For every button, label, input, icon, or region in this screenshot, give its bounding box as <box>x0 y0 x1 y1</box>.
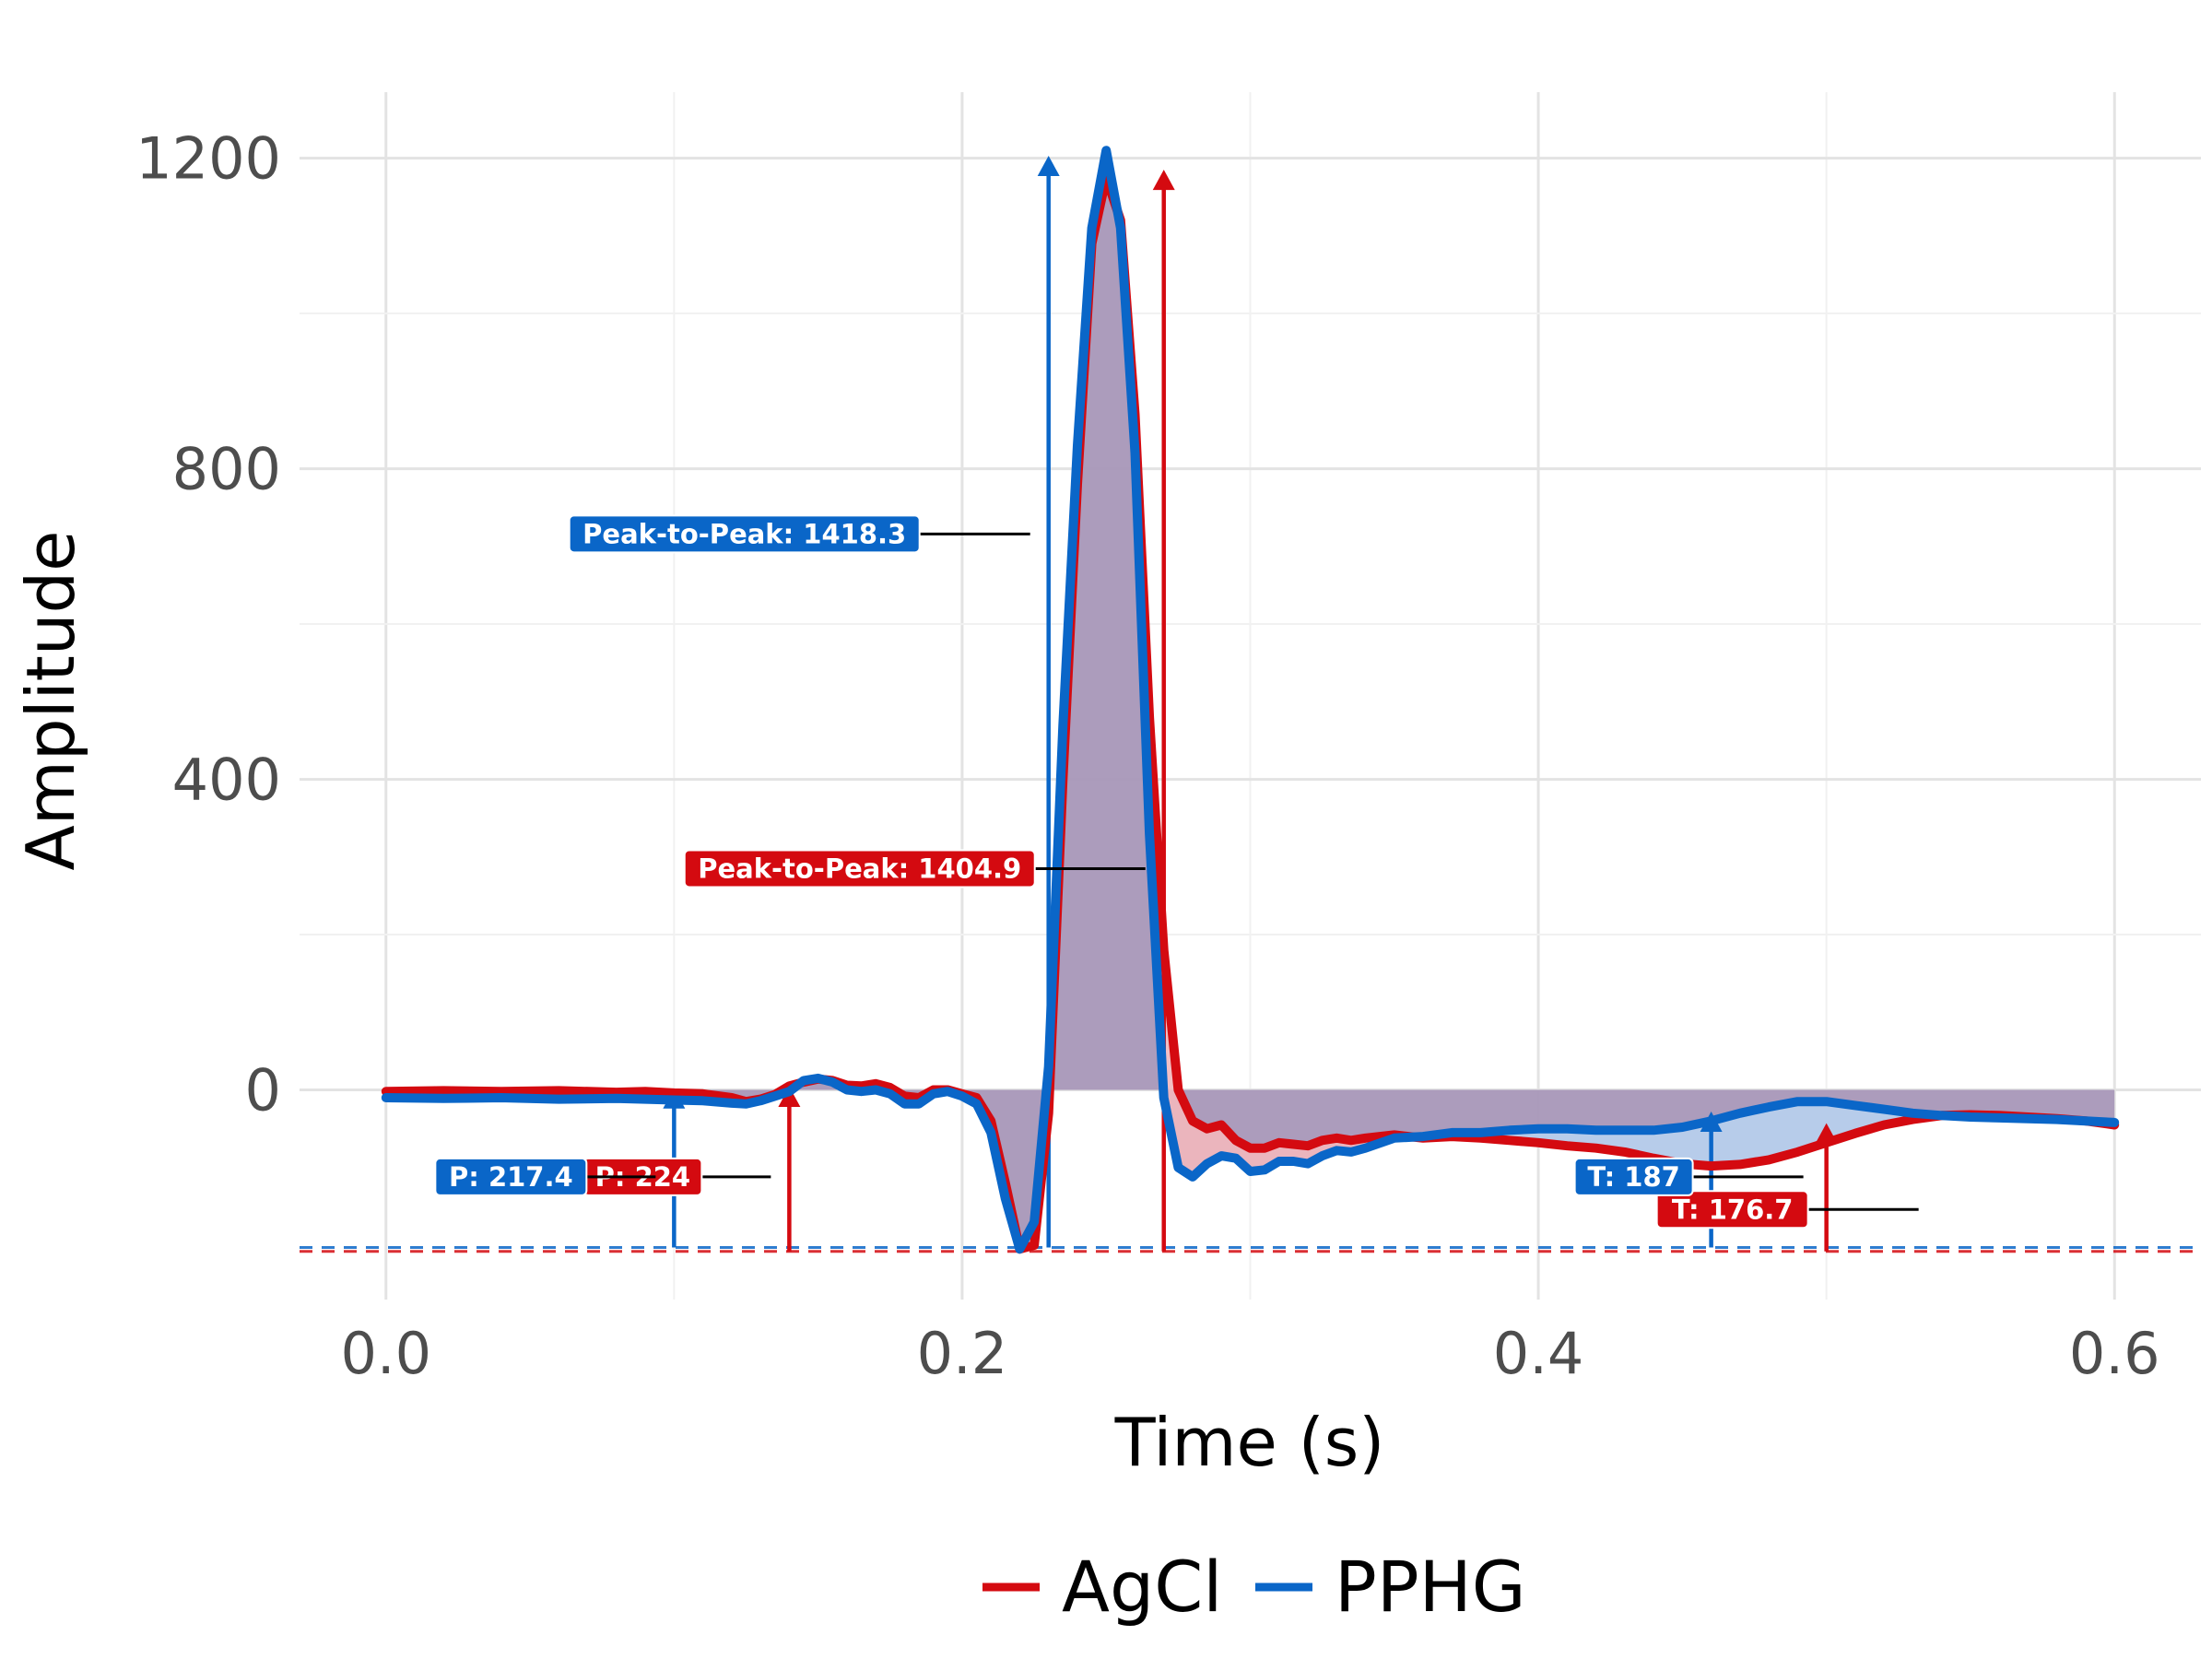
x-tick-label: 0.6 <box>2069 1320 2160 1387</box>
pphg-line <box>381 146 2120 1254</box>
y-tick-label: 0 <box>245 1057 281 1124</box>
baselines <box>300 1246 2201 1253</box>
legend: AgCl PPHG <box>982 1546 1526 1628</box>
x-tick-label: 0.2 <box>917 1320 1008 1387</box>
pphg-label-box <box>568 514 921 554</box>
legend-label-pphg: PPHG <box>1335 1546 1526 1628</box>
y-tick-label: 1200 <box>135 125 281 193</box>
y-tick-label: 800 <box>172 436 281 503</box>
y-tick-label: 400 <box>172 747 281 814</box>
x-tick-label: 0.4 <box>1493 1320 1584 1387</box>
series-lines <box>381 146 2120 1254</box>
x-axis-title: Time (s) <box>1114 1404 1385 1481</box>
agcl-arrowhead <box>1152 170 1175 191</box>
pphg-label-box <box>434 1157 588 1196</box>
y-axis-title: Amplitude <box>12 531 89 871</box>
tick-labels: 0.0 0.2 0.4 0.6 0 400 800 1200 <box>135 125 2159 1387</box>
pphg-label-box <box>1573 1157 1694 1196</box>
pphg-annotation-label: T: 187 <box>1587 1161 1679 1193</box>
x-tick-label: 0.0 <box>340 1320 431 1387</box>
agcl-annotation-label: Peak-to-Peak: 1404.9 <box>698 853 1021 884</box>
pphg-annotation-label: Peak-to-Peak: 1418.3 <box>582 518 906 549</box>
agcl-label-box <box>1655 1190 1809 1230</box>
legend-label-agcl: AgCl <box>1062 1546 1222 1628</box>
agcl-annotation-label: T: 176.7 <box>1672 1194 1794 1225</box>
agcl-arrowhead <box>778 1087 801 1108</box>
agcl-label-box <box>683 849 1036 888</box>
pphg-arrowhead <box>1037 155 1060 176</box>
grid <box>300 92 2201 1300</box>
pphg-annotation-label: P: 217.4 <box>449 1161 573 1193</box>
